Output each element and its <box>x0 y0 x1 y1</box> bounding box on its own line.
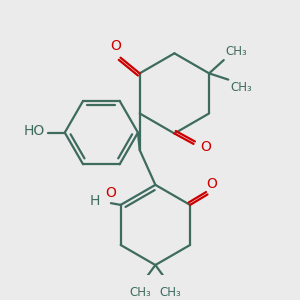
Text: CH₃: CH₃ <box>160 286 181 299</box>
Text: H: H <box>89 194 100 208</box>
Text: O: O <box>206 177 217 191</box>
Text: O: O <box>106 186 116 200</box>
Text: O: O <box>200 140 211 154</box>
Text: CH₃: CH₃ <box>226 45 247 58</box>
Text: HO: HO <box>24 124 45 138</box>
Text: CH₃: CH₃ <box>230 81 252 94</box>
Text: O: O <box>110 40 121 53</box>
Text: CH₃: CH₃ <box>130 286 151 299</box>
